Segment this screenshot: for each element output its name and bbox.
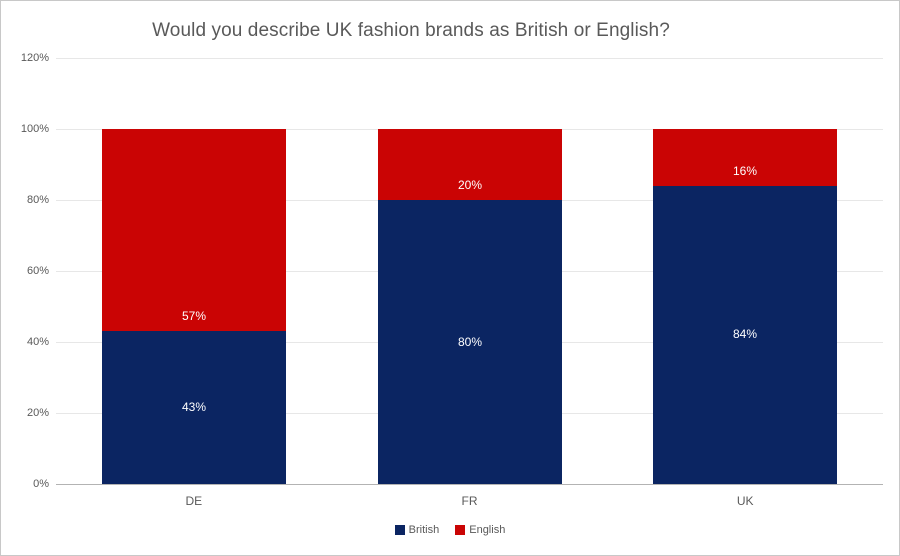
bar-segment-british-uk (653, 185, 837, 484)
y-tick-label: 80% (26, 194, 49, 206)
gridline (56, 58, 883, 59)
y-tick-label: 100% (20, 123, 49, 135)
legend-swatch-icon (455, 525, 466, 535)
legend-item-english: English (455, 524, 505, 536)
bar-value-label: 80% (457, 334, 483, 349)
bar-value-label: 84% (732, 327, 758, 342)
y-tick-label: 40% (26, 336, 49, 348)
bar-segment-english-de (102, 129, 286, 332)
category-label-de: DE (185, 494, 203, 508)
y-tick-label: 20% (26, 407, 49, 419)
bar-value-label: 57% (181, 309, 207, 324)
category-label-uk: UK (736, 494, 754, 508)
y-tick-label: 120% (20, 52, 49, 64)
chart-title: Would you describe UK fashion brands as … (152, 20, 670, 41)
bar-value-label: 43% (181, 400, 207, 415)
bar-segment-british-fr (378, 200, 562, 484)
bar-value-label: 16% (732, 163, 758, 178)
x-axis-line (56, 484, 883, 485)
legend-label: English (469, 524, 506, 536)
legend-label: British (408, 524, 440, 536)
bar-segment-british-de (102, 331, 286, 484)
legend-item-british: British (394, 524, 440, 536)
bar-segment-english-fr (378, 129, 562, 200)
bar-value-label: 20% (457, 178, 483, 192)
category-label-fr: FR (461, 494, 478, 508)
legend: British English (1, 524, 899, 536)
y-tick-label: 0% (33, 478, 49, 490)
bar-segment-english-uk (653, 129, 837, 186)
legend-swatch-icon (394, 525, 405, 535)
y-tick-label: 60% (26, 265, 49, 277)
